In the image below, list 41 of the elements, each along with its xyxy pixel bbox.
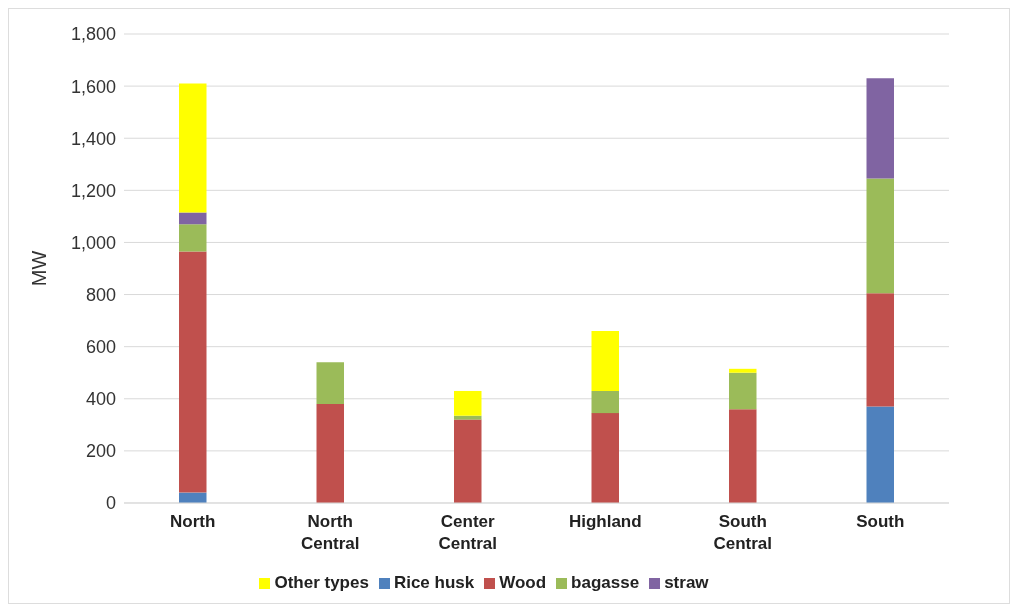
bar: [179, 224, 207, 252]
y-tick-label: 600: [85, 337, 116, 358]
bar: [316, 362, 344, 404]
bar: [316, 403, 344, 503]
bar: [454, 415, 482, 420]
bar: [866, 293, 894, 407]
legend-label: Other types: [274, 573, 369, 592]
y-tick-label: 200: [85, 441, 116, 462]
legend-label: Rice husk: [393, 573, 475, 592]
bar: [179, 83, 207, 213]
x-tick-label: South: [856, 512, 905, 531]
y-tick-label: 1,400: [70, 128, 116, 149]
bar: [866, 78, 894, 179]
x-tick-label: Center Central: [438, 512, 498, 553]
x-tick-label: North: [170, 512, 216, 531]
bar: [866, 406, 894, 503]
bar: [454, 419, 482, 503]
bar: [591, 390, 619, 414]
legend-label: straw: [664, 573, 709, 592]
y-tick-label: 400: [85, 389, 116, 410]
x-tick-label: North Central: [300, 512, 360, 553]
y-tick-label: 1,600: [70, 76, 116, 97]
x-tick-label: South Central: [713, 512, 773, 553]
y-tick-label: 1,200: [70, 180, 116, 201]
bar: [179, 251, 207, 493]
y-tick-label: 1,800: [70, 24, 116, 45]
legend-label: bagasse: [571, 573, 640, 592]
bar: [729, 409, 757, 503]
legend-label: Wood: [499, 573, 547, 592]
bar: [179, 212, 207, 225]
y-tick-label: 1,000: [70, 232, 116, 253]
bar: [729, 368, 757, 373]
bar: [729, 372, 757, 410]
bar: [591, 331, 619, 391]
bar: [866, 178, 894, 294]
y-tick-label: 800: [85, 284, 116, 305]
y-tick-label: 0: [105, 493, 116, 514]
bar: [454, 390, 482, 416]
x-tick-label: Highland: [568, 512, 642, 531]
bar: [591, 413, 619, 503]
y-axis-title: MW: [28, 250, 51, 287]
